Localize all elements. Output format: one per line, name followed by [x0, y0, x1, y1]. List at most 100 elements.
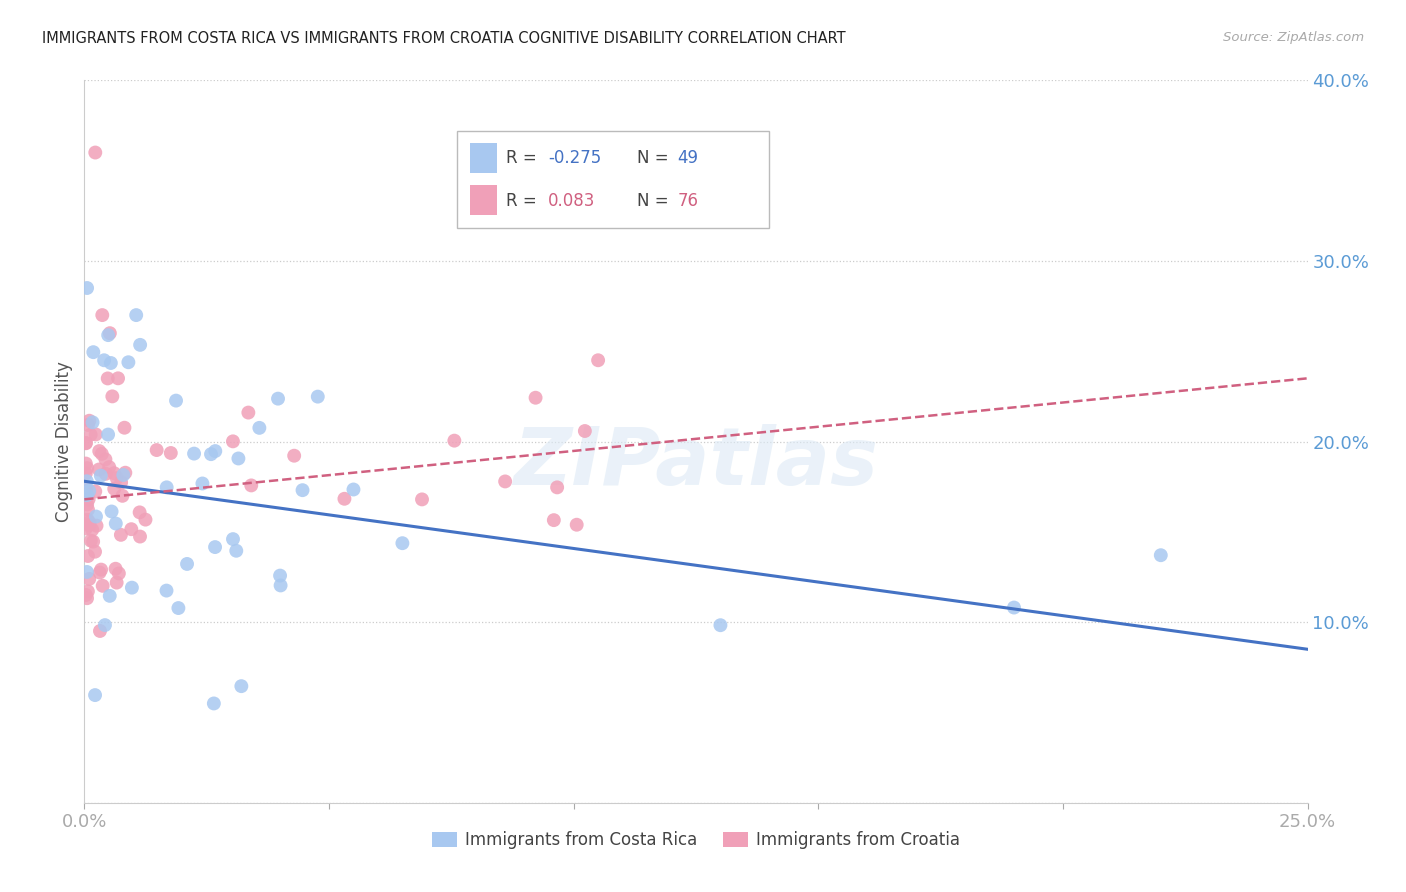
Point [82, 345, 104, 359]
Point [77, 492, 100, 507]
Point [156, 480, 179, 494]
Point [112, 468, 135, 483]
Point [125, 308, 148, 322]
Point [104, 562, 127, 576]
Point [75, 436, 97, 450]
Text: -0.275: -0.275 [548, 149, 602, 168]
Point [89, 624, 111, 638]
Point [231, 679, 253, 693]
Point [76, 474, 98, 488]
Point [76, 498, 98, 512]
Point [105, 575, 128, 590]
Point [129, 338, 152, 352]
Point [84, 509, 107, 524]
Point [103, 467, 125, 481]
FancyBboxPatch shape [457, 131, 769, 228]
Point [94, 452, 117, 467]
Point [89, 566, 111, 580]
Point [79, 518, 101, 533]
Point [524, 391, 547, 405]
Point [114, 421, 136, 435]
Point [1150, 548, 1173, 562]
Point [110, 528, 132, 542]
Text: R =: R = [506, 192, 543, 210]
Point [79, 427, 101, 442]
Point [114, 466, 136, 480]
Point [91, 308, 114, 322]
Point [391, 536, 413, 550]
Point [202, 697, 225, 711]
Point [77, 549, 100, 563]
Text: IMMIGRANTS FROM COSTA RICA VS IMMIGRANTS FROM CROATIA COGNITIVE DISABILITY CORRE: IMMIGRANTS FROM COSTA RICA VS IMMIGRANTS… [42, 31, 846, 46]
Point [574, 424, 596, 438]
Point [76, 281, 98, 295]
Point [222, 434, 245, 449]
Point [77, 584, 100, 599]
Text: N =: N = [637, 149, 673, 168]
Point [91, 579, 114, 593]
Point [98, 589, 121, 603]
Point [86, 518, 108, 533]
Point [82, 523, 104, 537]
Point [240, 478, 263, 492]
Point [77, 502, 100, 516]
Point [97, 427, 120, 442]
Point [101, 389, 124, 403]
Point [77, 483, 100, 498]
Point [84, 145, 107, 160]
Point [1002, 600, 1025, 615]
Point [543, 513, 565, 527]
Point [120, 522, 142, 536]
Point [80, 533, 103, 548]
Point [111, 489, 134, 503]
Point [87, 462, 110, 476]
Point [77, 572, 100, 586]
Point [75, 521, 97, 535]
Point [82, 415, 104, 429]
Point [200, 447, 222, 461]
Point [222, 532, 245, 546]
Point [76, 591, 98, 606]
Point [90, 563, 112, 577]
Point [84, 688, 107, 702]
Point [79, 414, 101, 428]
Point [76, 513, 98, 527]
Point [165, 393, 187, 408]
Point [307, 390, 329, 404]
Point [411, 492, 433, 507]
Point [247, 421, 270, 435]
Point [110, 475, 132, 490]
Point [100, 356, 122, 370]
Point [84, 484, 107, 499]
Point [108, 566, 131, 581]
Point [94, 618, 117, 632]
Point [97, 328, 120, 343]
Point [565, 517, 588, 532]
Point [225, 543, 247, 558]
Point [93, 353, 115, 368]
Point [204, 444, 226, 458]
Text: N =: N = [637, 192, 673, 210]
Text: R =: R = [506, 149, 543, 168]
Point [238, 406, 260, 420]
Point [269, 568, 291, 582]
Point [134, 513, 156, 527]
Point [121, 581, 143, 595]
Point [98, 460, 121, 475]
Point [105, 471, 128, 485]
Point [183, 447, 205, 461]
Point [100, 504, 122, 518]
Point [77, 515, 100, 529]
Point [75, 457, 97, 471]
Point [333, 491, 356, 506]
Point [291, 483, 314, 498]
Point [494, 475, 516, 489]
Point [103, 482, 125, 496]
Text: 76: 76 [678, 192, 699, 210]
Point [342, 483, 364, 497]
Point [128, 505, 150, 519]
Point [82, 534, 104, 549]
Point [77, 417, 100, 432]
Point [176, 557, 198, 571]
Point [75, 483, 97, 498]
